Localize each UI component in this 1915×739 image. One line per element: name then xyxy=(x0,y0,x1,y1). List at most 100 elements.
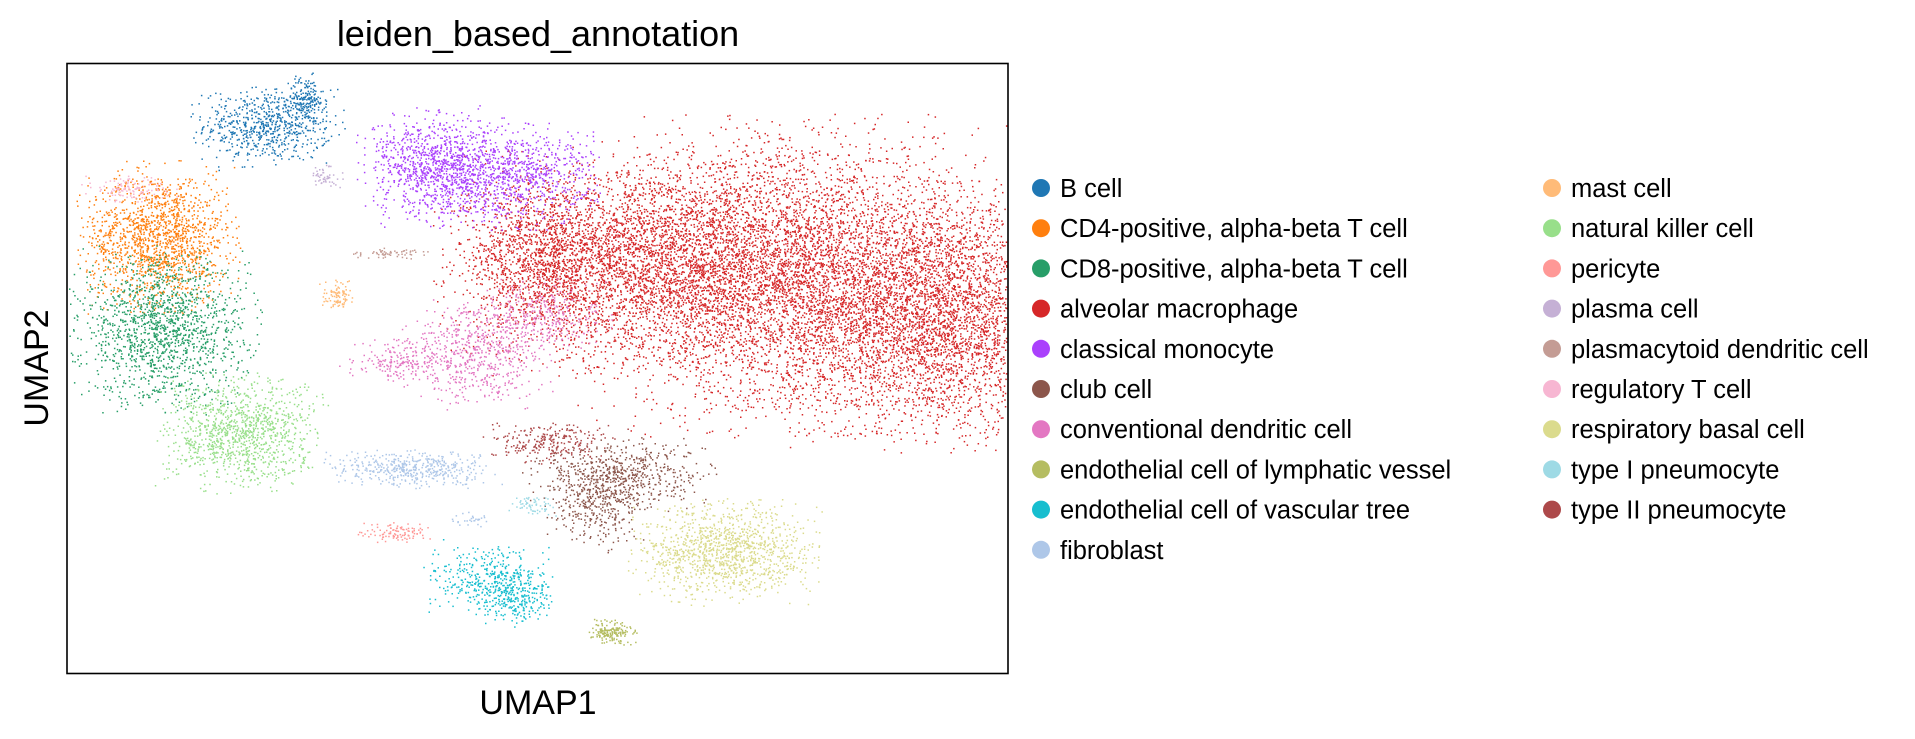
point xyxy=(167,311,169,313)
point xyxy=(264,144,266,146)
point xyxy=(258,143,260,145)
point xyxy=(86,271,88,273)
point xyxy=(197,361,199,363)
point xyxy=(190,271,192,273)
point xyxy=(803,250,805,252)
point xyxy=(130,256,132,258)
point xyxy=(107,320,109,322)
point xyxy=(129,349,131,351)
point xyxy=(124,212,126,214)
point xyxy=(293,139,295,141)
point xyxy=(118,363,120,365)
point xyxy=(306,84,308,86)
point xyxy=(312,99,314,101)
point xyxy=(134,232,136,234)
point xyxy=(662,233,664,235)
point xyxy=(244,101,246,103)
point xyxy=(213,316,215,318)
point xyxy=(203,284,205,286)
point xyxy=(612,265,614,267)
point xyxy=(120,250,122,252)
point xyxy=(108,212,110,214)
point xyxy=(81,363,83,365)
point xyxy=(117,330,119,332)
point xyxy=(269,119,271,121)
point xyxy=(269,97,271,99)
point xyxy=(88,390,90,392)
point xyxy=(318,107,320,109)
point xyxy=(271,152,273,154)
point xyxy=(105,269,107,271)
point xyxy=(151,215,153,217)
point xyxy=(208,350,210,352)
point xyxy=(232,131,234,133)
point xyxy=(192,113,194,115)
point xyxy=(510,239,512,241)
point xyxy=(191,116,193,118)
point xyxy=(136,253,138,255)
point xyxy=(646,273,648,275)
point xyxy=(535,241,537,243)
point xyxy=(313,82,315,84)
point xyxy=(184,382,186,384)
point xyxy=(207,341,209,343)
point xyxy=(305,135,307,137)
point xyxy=(335,124,337,126)
point xyxy=(186,267,188,269)
point xyxy=(284,122,286,124)
point xyxy=(141,220,143,222)
point xyxy=(673,159,675,161)
point xyxy=(175,346,177,348)
point xyxy=(203,288,205,290)
point xyxy=(148,256,150,258)
point xyxy=(272,149,274,151)
point xyxy=(700,376,702,378)
point xyxy=(169,221,171,223)
point xyxy=(794,276,796,278)
point xyxy=(522,242,524,244)
point xyxy=(178,267,180,269)
point xyxy=(107,242,109,244)
point xyxy=(137,351,139,353)
point xyxy=(269,115,271,117)
point xyxy=(613,341,615,343)
point xyxy=(312,104,314,106)
point xyxy=(831,246,833,248)
point xyxy=(121,256,123,258)
point xyxy=(138,190,140,192)
point xyxy=(156,300,158,302)
point xyxy=(302,130,304,132)
point xyxy=(198,241,200,243)
point xyxy=(177,312,179,314)
point xyxy=(616,307,618,309)
point xyxy=(157,399,159,401)
point xyxy=(116,362,118,364)
point xyxy=(143,349,145,351)
point xyxy=(197,205,199,207)
point xyxy=(648,244,650,246)
point xyxy=(84,297,86,299)
point xyxy=(103,281,105,283)
point xyxy=(700,227,702,229)
point xyxy=(203,344,205,346)
point xyxy=(252,111,254,113)
point xyxy=(287,112,289,114)
point xyxy=(105,360,107,362)
point xyxy=(178,329,180,331)
point xyxy=(295,151,297,153)
point xyxy=(143,250,145,252)
point xyxy=(182,314,184,316)
point xyxy=(218,327,220,329)
point xyxy=(195,237,197,239)
point xyxy=(178,385,180,387)
point xyxy=(233,356,235,358)
point xyxy=(73,291,75,293)
point xyxy=(209,282,211,284)
point xyxy=(178,282,180,284)
point xyxy=(633,283,635,285)
point xyxy=(338,134,340,136)
point xyxy=(255,116,257,118)
point xyxy=(109,399,111,401)
point xyxy=(208,173,210,175)
point xyxy=(658,274,660,276)
